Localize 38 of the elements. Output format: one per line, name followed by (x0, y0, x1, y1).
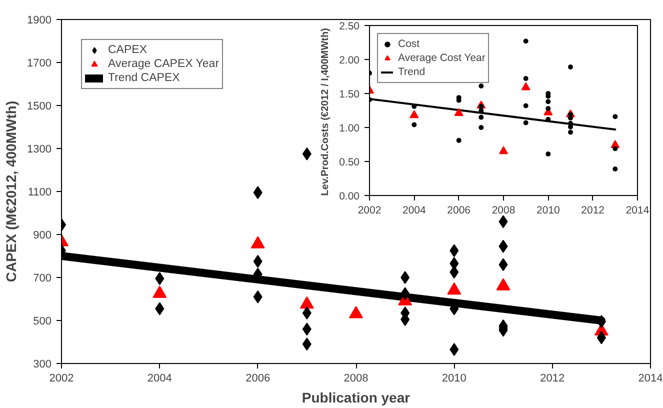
x-tick-label: 2012 (540, 372, 565, 384)
y-tick-label: 1100 (28, 186, 52, 198)
y-tick-label: 1700 (27, 58, 52, 70)
x-tick-label: 2002 (358, 204, 382, 216)
x-tick-label: 2008 (492, 204, 516, 216)
x-tick-label: 2010 (536, 204, 560, 216)
y-tick-label: 500 (33, 316, 52, 328)
x-tick-label: 2010 (442, 372, 466, 384)
y-tick-label: 1.00 (339, 122, 360, 134)
y-tick-label: 0.00 (339, 190, 360, 202)
x-tick-label: 2014 (626, 204, 650, 216)
x-tick-label: 2012 (581, 204, 605, 216)
y-tick-label: 2.00 (339, 54, 360, 66)
y-tick-label: 1900 (27, 14, 52, 26)
legend-label: Trend (398, 65, 426, 79)
x-tick-label: 2002 (49, 372, 74, 384)
y-tick-label: 300 (33, 358, 52, 370)
y-tick-label: 1300 (27, 144, 52, 156)
y-tick-label: 1.50 (339, 88, 360, 100)
x-tick-label: 2006 (447, 204, 471, 216)
y-tick-label: 1500 (27, 100, 52, 112)
x-tick-label: 2008 (344, 372, 368, 384)
legend-label: CAPEX (108, 43, 147, 57)
x-tick-label: 2004 (147, 372, 172, 384)
x-axis-title: Publication year (302, 390, 411, 406)
y-axis-title: CAPEX (M€2012, 400MWth) (3, 100, 20, 282)
legend-label: Cost (398, 37, 420, 51)
legend-label: Average CAPEX Year (108, 57, 220, 71)
y-tick-label: 900 (33, 230, 52, 242)
y-axis-title: Lev.Prod.Costs (€2012 / I,400MWth) (320, 28, 332, 196)
x-tick-label: 2006 (246, 372, 270, 384)
x-tick-label: 2014 (638, 372, 663, 384)
y-tick-label: 2.50 (339, 20, 360, 32)
y-tick-label: 700 (33, 272, 52, 284)
y-tick-label: 0.50 (339, 156, 360, 168)
x-tick-label: 2004 (402, 204, 426, 216)
legend-label: Trend CAPEX (108, 71, 180, 85)
legend-label: Average Cost Year (398, 51, 486, 65)
